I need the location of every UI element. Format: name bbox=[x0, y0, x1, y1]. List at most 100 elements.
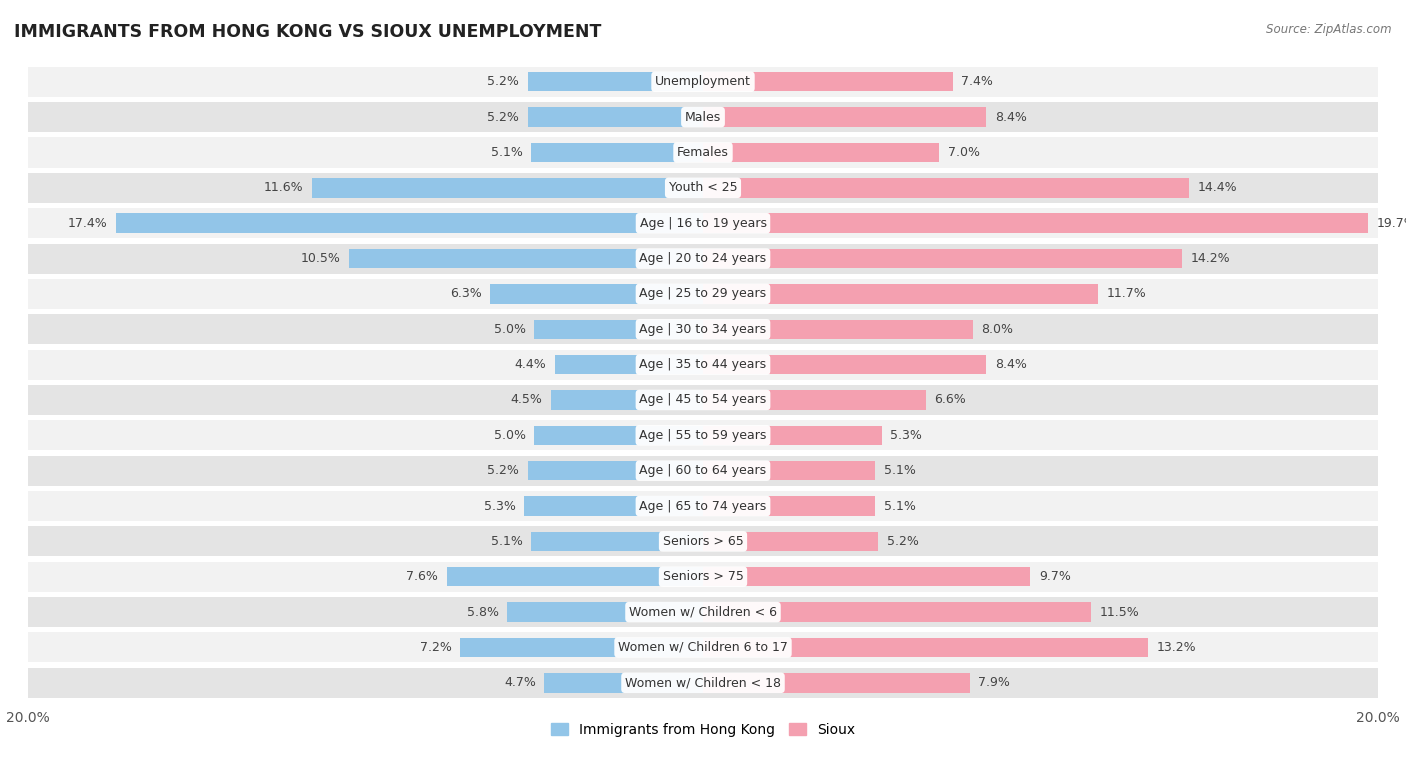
Bar bbox=[703, 673, 970, 693]
Text: 9.7%: 9.7% bbox=[1039, 570, 1070, 583]
Bar bbox=[28, 562, 1378, 592]
Bar bbox=[460, 637, 703, 657]
Bar bbox=[28, 456, 1378, 486]
Text: Women w/ Children < 18: Women w/ Children < 18 bbox=[626, 676, 780, 690]
Bar bbox=[28, 102, 1378, 132]
Text: 4.4%: 4.4% bbox=[515, 358, 546, 371]
Bar bbox=[28, 138, 1378, 167]
Text: 5.2%: 5.2% bbox=[488, 75, 519, 89]
Text: 14.4%: 14.4% bbox=[1198, 182, 1237, 195]
Text: Youth < 25: Youth < 25 bbox=[669, 182, 737, 195]
Bar bbox=[703, 72, 953, 92]
Bar bbox=[703, 603, 1091, 621]
Text: 5.2%: 5.2% bbox=[887, 535, 918, 548]
Bar bbox=[703, 355, 987, 374]
Bar bbox=[703, 391, 925, 410]
Bar bbox=[28, 208, 1378, 238]
Text: Unemployment: Unemployment bbox=[655, 75, 751, 89]
Bar bbox=[703, 284, 1098, 304]
Bar bbox=[527, 107, 703, 127]
Text: 5.2%: 5.2% bbox=[488, 111, 519, 123]
Bar bbox=[28, 173, 1378, 203]
Text: 8.4%: 8.4% bbox=[995, 111, 1026, 123]
Bar bbox=[703, 143, 939, 162]
Text: 5.1%: 5.1% bbox=[883, 500, 915, 512]
Bar bbox=[544, 673, 703, 693]
Text: Age | 35 to 44 years: Age | 35 to 44 years bbox=[640, 358, 766, 371]
Text: Age | 25 to 29 years: Age | 25 to 29 years bbox=[640, 288, 766, 301]
Text: IMMIGRANTS FROM HONG KONG VS SIOUX UNEMPLOYMENT: IMMIGRANTS FROM HONG KONG VS SIOUX UNEMP… bbox=[14, 23, 602, 41]
Text: Males: Males bbox=[685, 111, 721, 123]
Text: 6.6%: 6.6% bbox=[934, 394, 966, 407]
Text: 7.6%: 7.6% bbox=[406, 570, 439, 583]
Text: Age | 65 to 74 years: Age | 65 to 74 years bbox=[640, 500, 766, 512]
Text: Women w/ Children < 6: Women w/ Children < 6 bbox=[628, 606, 778, 618]
Bar bbox=[534, 319, 703, 339]
Bar bbox=[349, 249, 703, 268]
Text: 7.2%: 7.2% bbox=[420, 641, 451, 654]
Bar bbox=[28, 244, 1378, 273]
Text: 5.1%: 5.1% bbox=[491, 535, 523, 548]
Text: 7.9%: 7.9% bbox=[979, 676, 1010, 690]
Text: 5.1%: 5.1% bbox=[491, 146, 523, 159]
Text: 4.7%: 4.7% bbox=[505, 676, 536, 690]
Text: 8.0%: 8.0% bbox=[981, 322, 1014, 336]
Text: 11.7%: 11.7% bbox=[1107, 288, 1146, 301]
Text: Age | 20 to 24 years: Age | 20 to 24 years bbox=[640, 252, 766, 265]
Text: 11.5%: 11.5% bbox=[1099, 606, 1139, 618]
Text: 10.5%: 10.5% bbox=[301, 252, 340, 265]
Bar bbox=[703, 107, 987, 127]
Bar bbox=[531, 143, 703, 162]
Bar bbox=[115, 213, 703, 233]
Bar bbox=[703, 497, 875, 516]
Bar bbox=[28, 491, 1378, 521]
Bar bbox=[703, 531, 879, 551]
Bar bbox=[524, 497, 703, 516]
Bar bbox=[312, 178, 703, 198]
Bar bbox=[703, 213, 1368, 233]
Bar bbox=[447, 567, 703, 587]
Text: 6.3%: 6.3% bbox=[450, 288, 482, 301]
Text: Age | 55 to 59 years: Age | 55 to 59 years bbox=[640, 428, 766, 442]
Bar bbox=[491, 284, 703, 304]
Bar bbox=[703, 178, 1189, 198]
Text: 7.4%: 7.4% bbox=[962, 75, 993, 89]
Text: 17.4%: 17.4% bbox=[67, 217, 107, 229]
Bar bbox=[28, 632, 1378, 662]
Bar bbox=[534, 425, 703, 445]
Bar bbox=[527, 72, 703, 92]
Text: Seniors > 75: Seniors > 75 bbox=[662, 570, 744, 583]
Bar bbox=[703, 637, 1149, 657]
Bar bbox=[703, 425, 882, 445]
Text: 14.2%: 14.2% bbox=[1191, 252, 1230, 265]
Bar bbox=[28, 279, 1378, 309]
Text: 8.4%: 8.4% bbox=[995, 358, 1026, 371]
Bar bbox=[508, 603, 703, 621]
Bar bbox=[28, 526, 1378, 556]
Text: 11.6%: 11.6% bbox=[263, 182, 304, 195]
Text: Age | 30 to 34 years: Age | 30 to 34 years bbox=[640, 322, 766, 336]
Text: 5.1%: 5.1% bbox=[883, 464, 915, 477]
Bar bbox=[28, 350, 1378, 379]
Bar bbox=[703, 249, 1182, 268]
Text: Seniors > 65: Seniors > 65 bbox=[662, 535, 744, 548]
Bar bbox=[28, 597, 1378, 627]
Text: Age | 60 to 64 years: Age | 60 to 64 years bbox=[640, 464, 766, 477]
Text: Age | 45 to 54 years: Age | 45 to 54 years bbox=[640, 394, 766, 407]
Bar bbox=[28, 668, 1378, 698]
Text: 7.0%: 7.0% bbox=[948, 146, 980, 159]
Bar bbox=[703, 319, 973, 339]
Bar bbox=[28, 385, 1378, 415]
Bar bbox=[551, 391, 703, 410]
Bar bbox=[531, 531, 703, 551]
Text: 13.2%: 13.2% bbox=[1157, 641, 1197, 654]
Text: Women w/ Children 6 to 17: Women w/ Children 6 to 17 bbox=[619, 641, 787, 654]
Bar bbox=[703, 461, 875, 481]
Legend: Immigrants from Hong Kong, Sioux: Immigrants from Hong Kong, Sioux bbox=[546, 717, 860, 742]
Text: Females: Females bbox=[678, 146, 728, 159]
Bar bbox=[554, 355, 703, 374]
Bar bbox=[703, 567, 1031, 587]
Text: 5.8%: 5.8% bbox=[467, 606, 499, 618]
Text: 5.3%: 5.3% bbox=[484, 500, 516, 512]
Text: Age | 16 to 19 years: Age | 16 to 19 years bbox=[640, 217, 766, 229]
